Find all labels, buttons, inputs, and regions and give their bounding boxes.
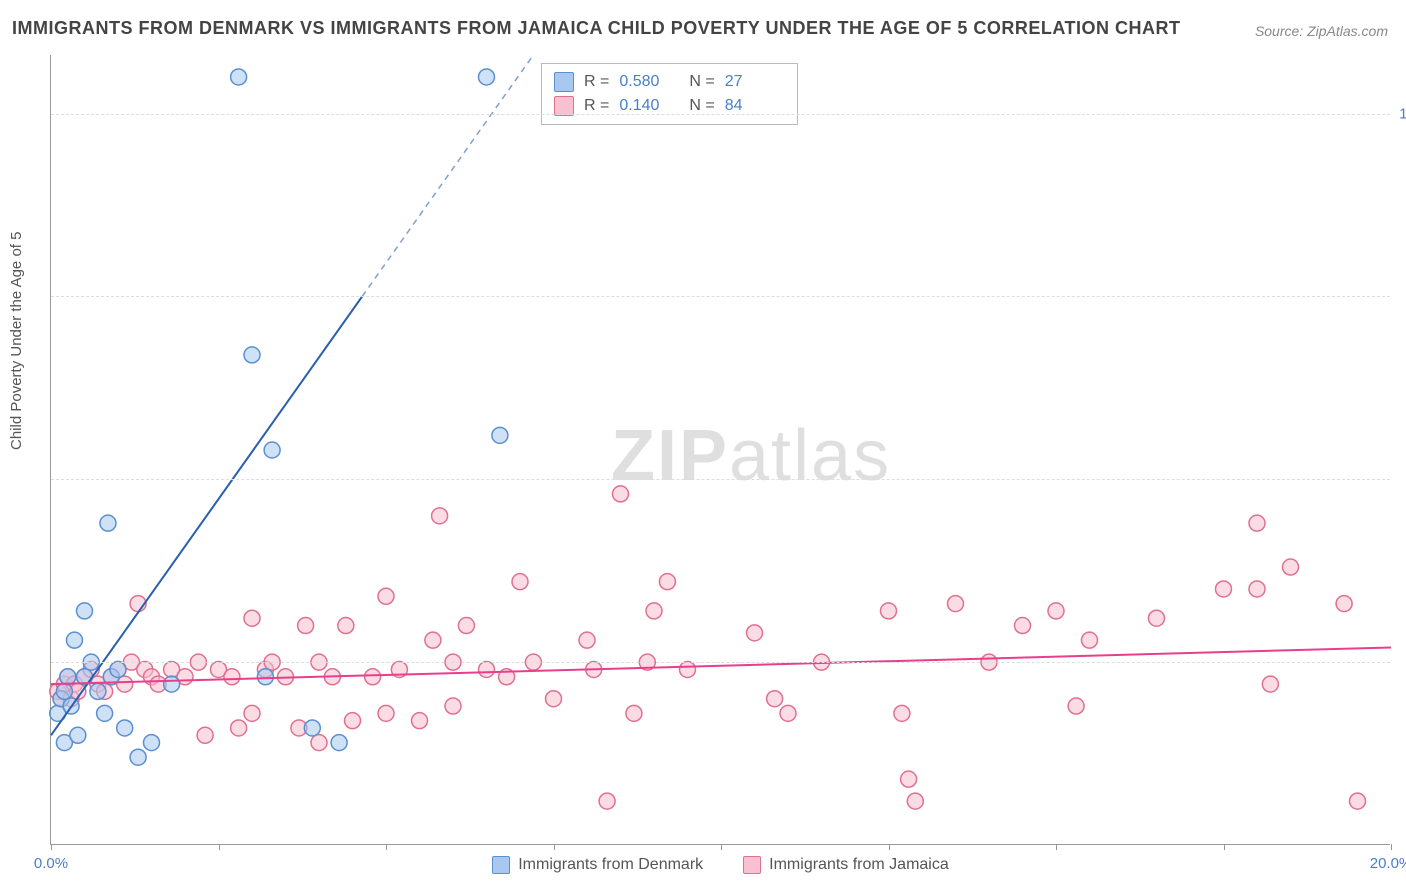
x-tick-label: 20.0% (1370, 855, 1406, 872)
x-tick (1391, 844, 1392, 850)
bottom-legend: Immigrants from Denmark Immigrants from … (51, 856, 1390, 874)
stats-row-denmark: R = 0.580 N = 27 (554, 70, 785, 94)
chart-plot-area: ZIPatlas R = 0.580 N = 27 R = 0.140 N = … (50, 55, 1390, 845)
x-tick (1224, 844, 1225, 850)
x-tick (219, 844, 220, 850)
swatch-icon (743, 856, 761, 874)
legend-item-jamaica: Immigrants from Jamaica (743, 856, 949, 874)
x-tick (721, 844, 722, 850)
gridline (51, 662, 1390, 663)
gridline (51, 479, 1390, 480)
gridline (51, 114, 1390, 115)
swatch-icon (554, 72, 574, 92)
x-tick (51, 844, 52, 850)
stats-legend-box: R = 0.580 N = 27 R = 0.140 N = 84 (541, 63, 798, 125)
swatch-icon (492, 856, 510, 874)
x-tick (889, 844, 890, 850)
x-tick (1056, 844, 1057, 850)
chart-title: IMMIGRANTS FROM DENMARK VS IMMIGRANTS FR… (12, 18, 1181, 39)
x-tick (386, 844, 387, 850)
x-tick-label: 0.0% (34, 855, 68, 872)
gridline (51, 296, 1390, 297)
y-tick-label: 100.0% (1399, 105, 1406, 122)
source-label: Source: ZipAtlas.com (1255, 23, 1388, 39)
x-tick (554, 844, 555, 850)
scatter-svg (51, 55, 1391, 845)
legend-item-denmark: Immigrants from Denmark (492, 856, 703, 874)
y-axis-label: Child Poverty Under the Age of 5 (8, 232, 25, 450)
